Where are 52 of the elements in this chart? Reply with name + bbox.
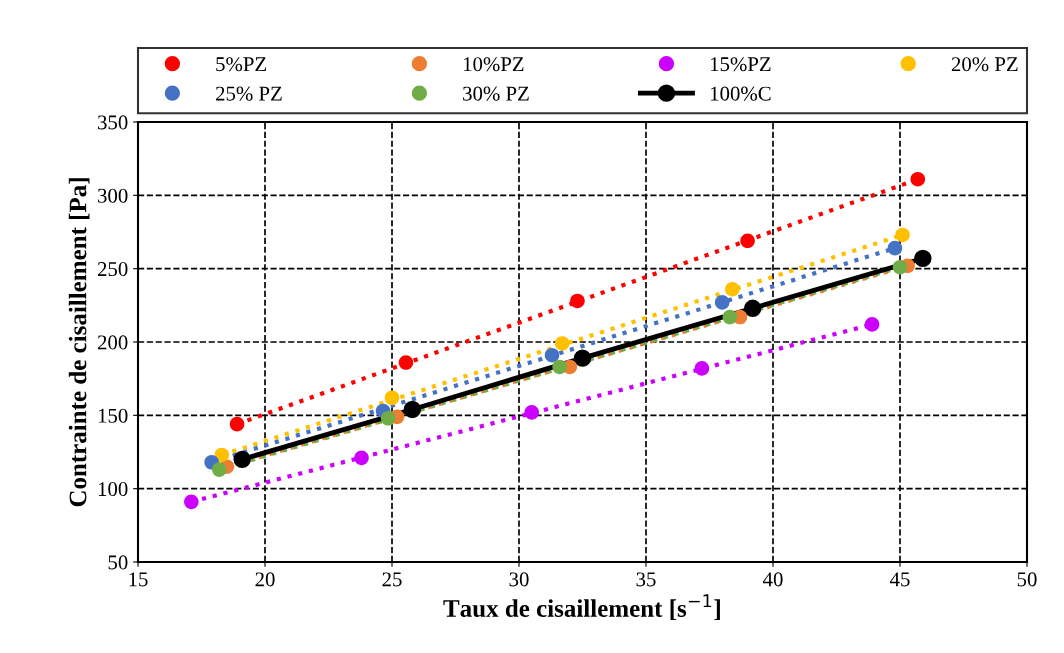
legend-label: 25% PZ (216, 86, 282, 101)
point (722, 309, 738, 325)
point (384, 390, 400, 406)
point (744, 299, 762, 317)
point (229, 416, 245, 432)
y-axis-title: Contrainte de cisaillement [Pa] (68, 178, 90, 507)
legend-label: 30% PZ (463, 86, 529, 101)
y-tick-label: 50 (108, 555, 128, 570)
legend-label: 5%PZ (216, 57, 267, 72)
y-tick-label: 250 (97, 262, 128, 277)
point (895, 227, 910, 243)
point (212, 462, 227, 477)
point (554, 336, 570, 351)
point (714, 295, 730, 310)
point (398, 355, 414, 370)
point (214, 447, 230, 463)
y-tick-label: 200 (97, 335, 128, 350)
point (694, 361, 710, 376)
point (914, 249, 932, 268)
legend-label: 15%PZ (710, 57, 771, 72)
point (740, 233, 755, 249)
y-tick-label: 150 (98, 408, 128, 423)
point (403, 400, 421, 419)
x-axis-title: Taux de cisaillement [s$^{−1}$] (443, 594, 720, 621)
x-tick-label: 50 (1017, 572, 1037, 587)
x-tick-label: 35 (636, 572, 656, 587)
point (380, 410, 396, 426)
point (544, 347, 560, 363)
y-tick-label: 350 (98, 115, 128, 130)
x-tick-label: 45 (889, 572, 910, 587)
point (892, 259, 908, 275)
point (573, 349, 592, 367)
x-tick-label: 40 (762, 572, 783, 587)
point (184, 494, 199, 510)
point (524, 405, 539, 420)
x-tick-label: 30 (509, 572, 529, 587)
point (725, 281, 740, 297)
legend-label: 10%PZ (463, 57, 524, 72)
legend-label: 20% PZ (951, 57, 1018, 72)
x-tick-label: 25 (382, 572, 402, 587)
point (887, 240, 903, 256)
point (570, 293, 585, 309)
point (552, 359, 567, 375)
point (354, 450, 369, 466)
legend-label: 100%C (710, 86, 771, 101)
y-tick-label: 100 (98, 482, 128, 497)
point (233, 450, 251, 469)
x-tick-label: 15 (129, 572, 148, 587)
x-tick-label: 20 (255, 572, 275, 587)
point (910, 171, 926, 187)
point (864, 317, 880, 332)
y-tick-label: 300 (98, 188, 128, 203)
